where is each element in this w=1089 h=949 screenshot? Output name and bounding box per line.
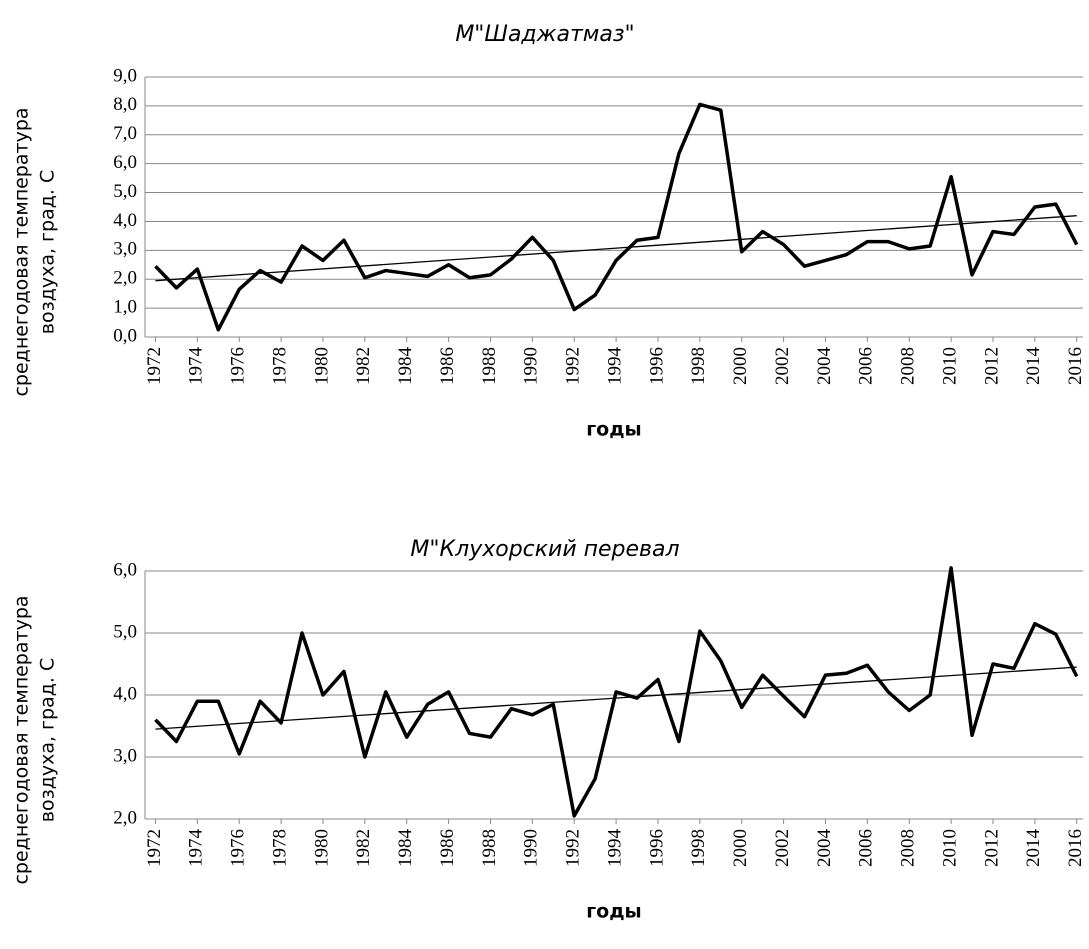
y-tick-label: 9,0 [113, 65, 137, 86]
y-axis-label: воздуха, град. С [37, 658, 59, 822]
x-tick-label: 1994 [604, 347, 625, 386]
x-tick-label: 2004 [814, 829, 835, 868]
x-tick-label: 1996 [646, 347, 667, 385]
y-tick-label: 6,0 [113, 559, 137, 580]
x-tick-label: 1986 [437, 347, 458, 385]
x-tick-label: 2012 [981, 347, 1002, 385]
trend-line [155, 215, 1077, 282]
x-tick-label: 1990 [521, 347, 542, 385]
x-tick-label: 2016 [1065, 829, 1086, 867]
x-tick-label: 1992 [563, 347, 584, 385]
x-tick-label: 1998 [688, 347, 709, 385]
x-tick-label: 1972 [144, 829, 165, 867]
x-tick-label: 1972 [144, 347, 165, 385]
x-tick-label: 1976 [228, 829, 249, 867]
data-line [154, 566, 1079, 818]
y-axis-label: среднегодовая температура [11, 107, 33, 396]
x-tick-label: 1986 [437, 829, 458, 867]
data-line [154, 102, 1079, 332]
x-tick-label: 2004 [814, 347, 835, 386]
x-tick-label: 2006 [856, 347, 877, 385]
y-tick-label: 4,0 [113, 683, 137, 704]
y-tick-label: 5,0 [113, 181, 137, 202]
x-tick-label: 1980 [311, 829, 332, 867]
x-tick-label: 2010 [939, 347, 960, 385]
x-tick-label: 1974 [186, 829, 207, 868]
x-tick-label: 1996 [646, 829, 667, 867]
chart-title: М"Клухорский перевал [410, 537, 679, 562]
x-tick-label: 2008 [898, 347, 919, 385]
x-tick-label: 1974 [186, 347, 207, 386]
x-tick-label: 1982 [353, 347, 374, 385]
x-tick-label: 2008 [898, 829, 919, 867]
y-tick-label: 0,0 [113, 325, 137, 346]
y-tick-label: 3,0 [113, 745, 137, 766]
y-tick-label: 7,0 [113, 123, 137, 144]
chart-title: М"Шаджатмаз" [455, 22, 634, 47]
x-tick-label: 1990 [521, 829, 542, 867]
y-tick-label: 3,0 [113, 239, 137, 260]
x-tick-label: 1976 [228, 347, 249, 385]
x-tick-label: 1978 [269, 347, 290, 385]
x-axis-label: годы [586, 419, 642, 441]
x-tick-label: 1982 [353, 829, 374, 867]
y-tick-label: 1,0 [113, 296, 137, 317]
y-axis-label: воздуха, град. С [37, 170, 59, 334]
y-tick-label: 2,0 [113, 268, 137, 289]
y-tick-label: 6,0 [113, 152, 137, 173]
x-tick-label: 2000 [730, 347, 751, 385]
x-tick-label: 1980 [311, 347, 332, 385]
x-tick-label: 1998 [688, 829, 709, 867]
y-tick-label: 8,0 [113, 94, 137, 115]
x-tick-label: 2002 [772, 829, 793, 867]
x-tick-label: 1978 [269, 829, 290, 867]
x-tick-label: 1988 [479, 347, 500, 385]
x-tick-label: 2002 [772, 347, 793, 385]
x-tick-label: 2000 [730, 829, 751, 867]
x-tick-label: 1984 [395, 347, 416, 386]
x-tick-label: 2014 [1023, 347, 1044, 386]
x-tick-label: 2006 [856, 829, 877, 867]
x-tick-label: 2014 [1023, 829, 1044, 868]
x-tick-label: 2016 [1065, 347, 1086, 385]
x-tick-label: 2010 [939, 829, 960, 867]
x-axis-label: годы [586, 901, 642, 923]
y-tick-label: 5,0 [113, 621, 137, 642]
y-tick-label: 2,0 [113, 807, 137, 828]
x-tick-label: 1994 [604, 829, 625, 868]
x-tick-label: 2012 [981, 829, 1002, 867]
y-tick-label: 4,0 [113, 210, 137, 231]
x-tick-label: 1988 [479, 829, 500, 867]
y-axis-label: среднегодовая температура [11, 595, 33, 884]
x-tick-label: 1984 [395, 829, 416, 868]
x-tick-label: 1992 [563, 829, 584, 867]
